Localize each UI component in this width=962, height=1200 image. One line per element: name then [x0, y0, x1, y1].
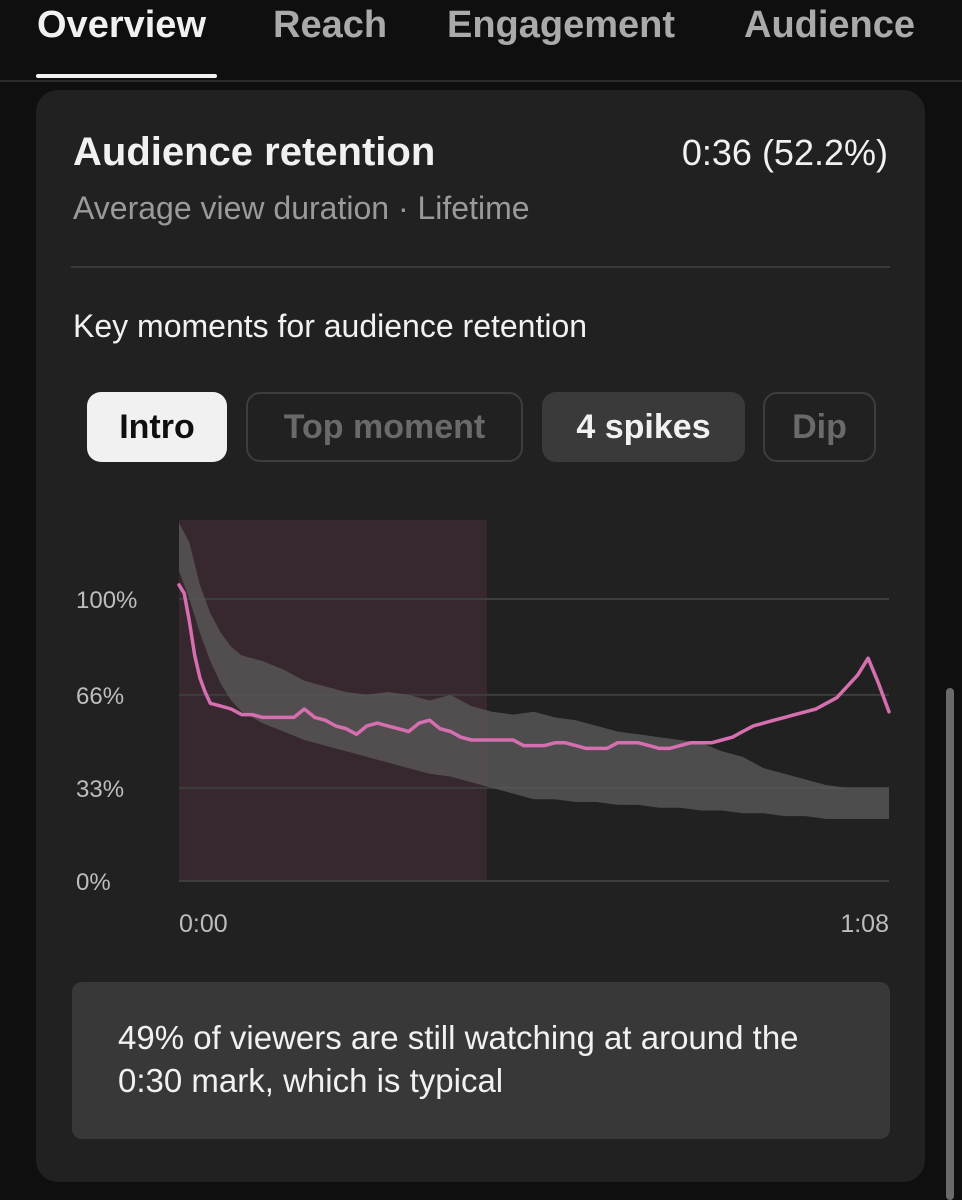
retention-chart: 100% 66% 33% 0% 0:00 1:08 — [76, 520, 891, 938]
chip-dip[interactable]: Dip — [763, 392, 876, 462]
x-axis-labels: 0:00 1:08 — [179, 910, 889, 938]
insight-box: 49% of viewers are still watching at aro… — [72, 982, 890, 1139]
y-tick-label: 0% — [76, 869, 111, 896]
audience-retention-card: Audience retention 0:36 (52.2%) Average … — [36, 90, 925, 1182]
x-tick-label: 0:00 — [179, 910, 228, 938]
average-view-duration-value: 0:36 (52.2%) — [681, 132, 888, 173]
tab-overview[interactable]: Overview — [37, 4, 206, 46]
tab-bar: Overview Reach Engagement Audience — [0, 0, 962, 82]
active-tab-indicator — [36, 74, 217, 78]
insight-text: 49% of viewers are still watching at aro… — [118, 1019, 799, 1099]
tab-reach[interactable]: Reach — [273, 4, 388, 46]
chip-4-spikes[interactable]: 4 spikes — [542, 392, 745, 462]
y-tick-label: 66% — [76, 683, 124, 710]
card-title: Audience retention — [73, 130, 436, 174]
divider — [71, 266, 890, 268]
key-moments-label: Key moments for audience retention — [73, 308, 588, 344]
chip-intro[interactable]: Intro — [87, 392, 227, 462]
tab-engagement[interactable]: Engagement — [447, 4, 676, 46]
scrollbar[interactable] — [946, 688, 954, 1200]
x-tick-label: 1:08 — [840, 910, 889, 938]
y-tick-label: 33% — [76, 776, 124, 803]
card-subtitle: Average view duration · Lifetime — [73, 190, 530, 226]
y-axis-labels: 100% 66% 33% 0% — [76, 587, 137, 896]
typical-retention-band — [179, 522, 889, 819]
chip-top-moment[interactable]: Top moment — [246, 392, 523, 462]
tab-audience[interactable]: Audience — [744, 4, 916, 46]
retention-line — [177, 583, 891, 751]
y-tick-label: 100% — [76, 587, 137, 614]
